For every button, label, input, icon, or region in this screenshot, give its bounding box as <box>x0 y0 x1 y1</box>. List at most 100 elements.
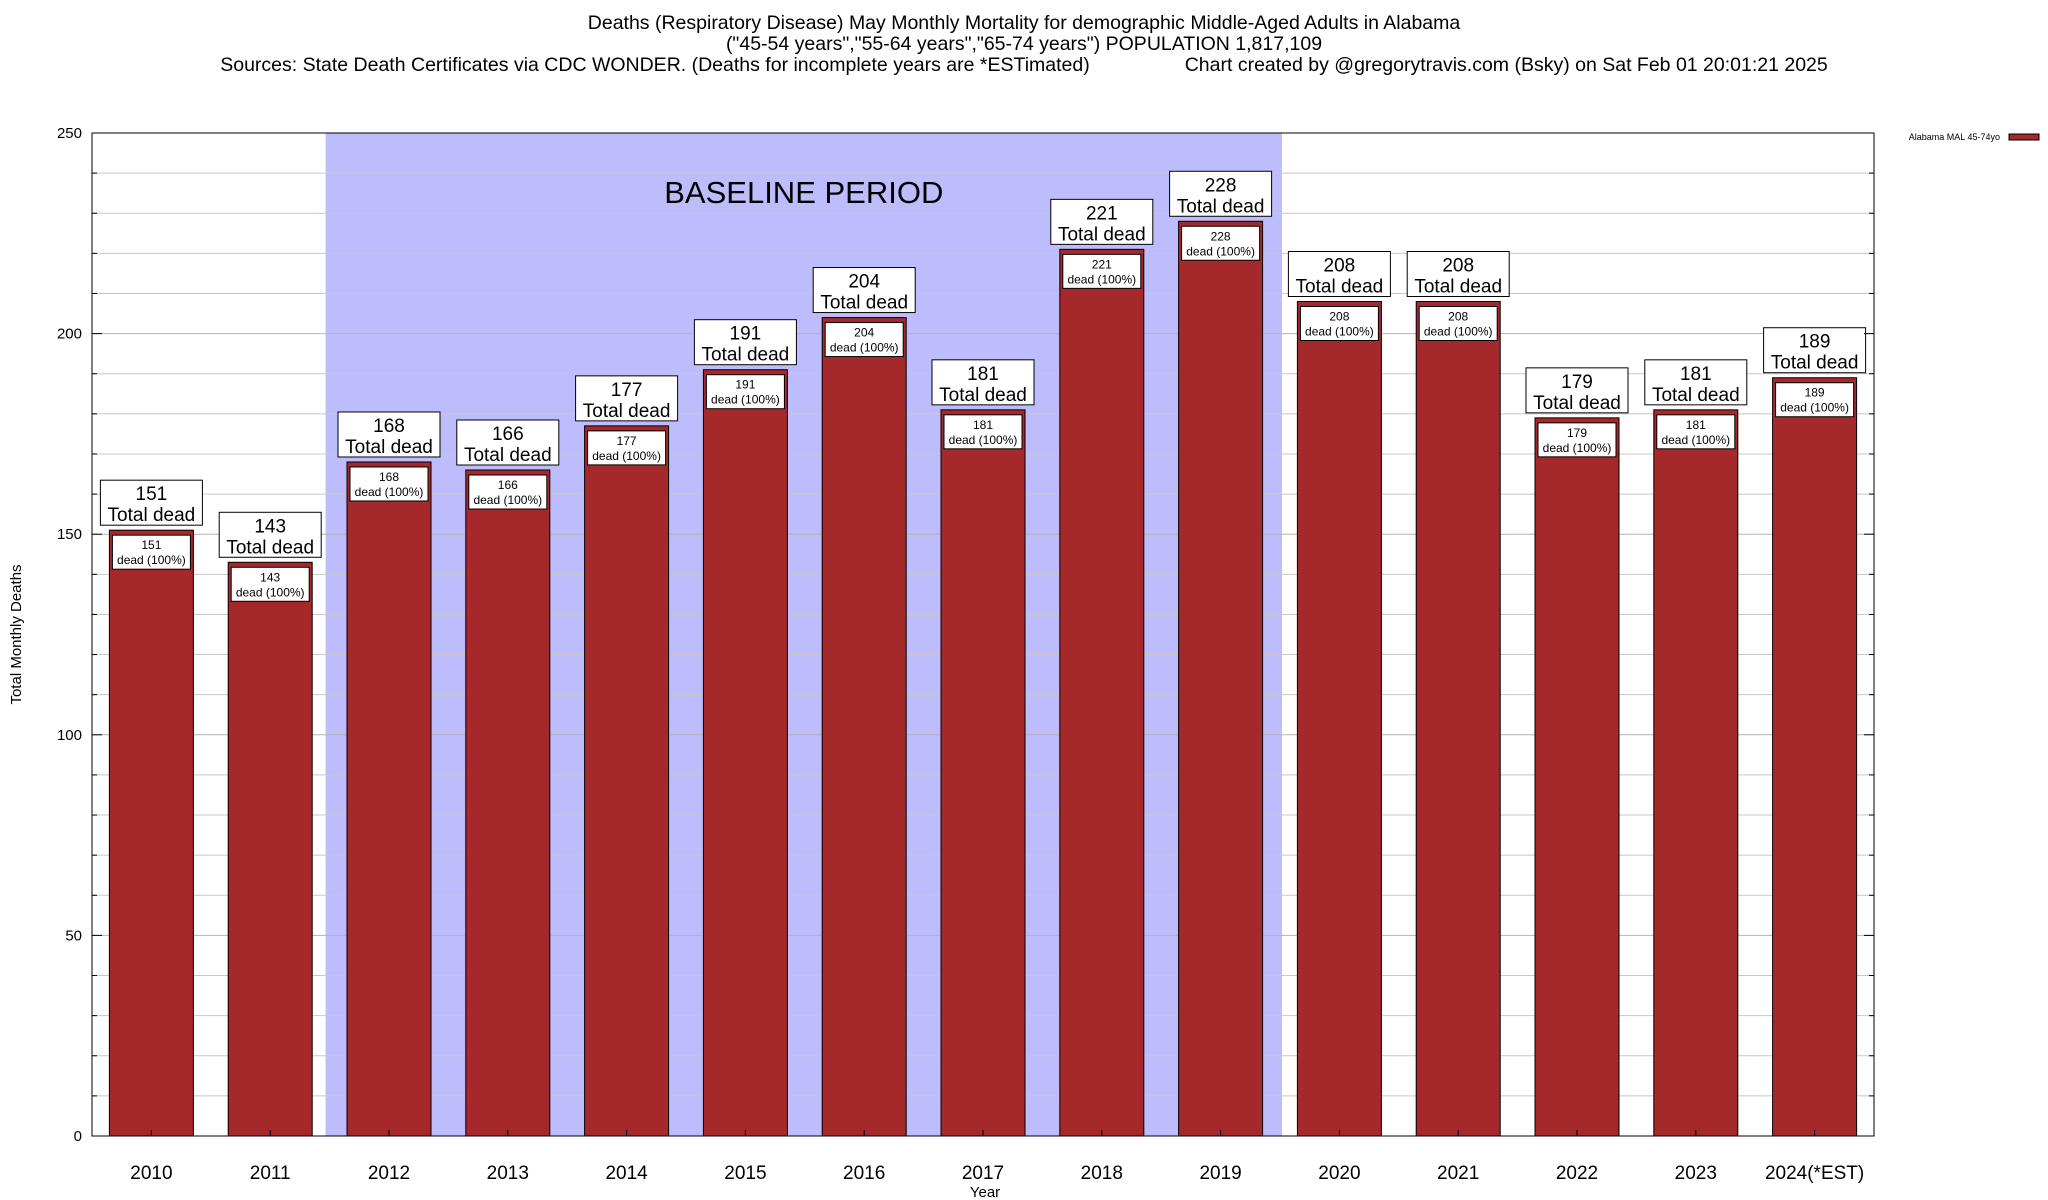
inner-percent-label: dead (100%) <box>1661 433 1730 447</box>
inner-percent-label: dead (100%) <box>1780 401 1849 415</box>
inner-label-box <box>230 566 310 602</box>
total-dead-label: Total dead <box>226 537 314 558</box>
inner-label-box <box>587 430 667 466</box>
bar-2023 <box>1653 409 1739 1137</box>
total-value-label: 228 <box>1205 175 1237 196</box>
inner-value-label: 151 <box>141 538 161 552</box>
bar-2014 <box>584 425 670 1137</box>
chart-credit: Chart created by @gregorytravis.com (Bsk… <box>1184 54 1828 76</box>
total-label-box <box>1644 359 1748 406</box>
inner-label-box <box>1181 225 1261 261</box>
chart-subtitle: ("45-54 years","55-64 years","65-74 year… <box>725 33 1323 55</box>
total-dead-label: Total dead <box>939 385 1027 406</box>
x-tick-label: 2016 <box>843 1163 885 1184</box>
inner-percent-label: dead (100%) <box>592 449 661 463</box>
x-tick-label: 2013 <box>487 1163 529 1184</box>
inner-value-label: 166 <box>498 478 518 492</box>
bar-2021 <box>1415 301 1501 1137</box>
y-axis-title: Total Monthly Deaths <box>8 564 25 704</box>
total-dead-label: Total dead <box>1058 224 1146 245</box>
total-value-label: 181 <box>967 364 999 385</box>
bar-2018 <box>1059 248 1145 1137</box>
bar-2012 <box>346 461 432 1137</box>
bar-2011 <box>227 561 313 1137</box>
bar-2019 <box>1178 220 1264 1137</box>
inner-label-box <box>824 322 904 358</box>
total-value-label: 179 <box>1561 372 1593 393</box>
x-tick-label: 2012 <box>368 1163 410 1184</box>
inner-value-label: 228 <box>1211 229 1231 243</box>
total-label-box <box>931 359 1035 406</box>
x-tick-label: 2021 <box>1437 1163 1479 1184</box>
inner-value-label: 177 <box>617 434 637 448</box>
total-dead-label: Total dead <box>1414 277 1502 298</box>
inner-label-box <box>468 474 548 510</box>
total-value-label: 177 <box>611 380 643 401</box>
inner-value-label: 143 <box>260 570 280 584</box>
total-label-box <box>1406 251 1510 298</box>
total-label-box <box>218 511 322 558</box>
total-label-box <box>693 319 797 366</box>
total-dead-label: Total dead <box>1771 353 1859 374</box>
baseline-period-label: BASELINE PERIOD <box>664 175 943 210</box>
inner-percent-label: dead (100%) <box>473 493 542 507</box>
inner-value-label: 208 <box>1448 310 1468 324</box>
inner-percent-label: dead (100%) <box>117 553 186 567</box>
inner-value-label: 168 <box>379 470 399 484</box>
legend-swatch <box>2008 133 2040 141</box>
inner-label-box <box>1299 306 1379 342</box>
inner-label-box <box>1775 382 1855 418</box>
x-tick-label: 2024(*EST) <box>1765 1163 1864 1184</box>
bar-2022 <box>1534 417 1620 1137</box>
y-tick-label: 100 <box>57 727 82 744</box>
inner-value-label: 208 <box>1329 310 1349 324</box>
x-tick-label: 2020 <box>1318 1163 1360 1184</box>
total-dead-label: Total dead <box>1533 393 1621 414</box>
bar-2024(*EST) <box>1772 377 1858 1137</box>
total-value-label: 181 <box>1680 364 1712 385</box>
total-label-box <box>812 267 916 314</box>
inner-value-label: 221 <box>1092 257 1112 271</box>
inner-label-box <box>1656 414 1736 450</box>
y-tick-label: 0 <box>74 1128 82 1145</box>
total-value-label: 204 <box>848 272 880 293</box>
inner-label-box <box>349 466 429 502</box>
y-tick-label: 150 <box>57 526 82 543</box>
total-dead-label: Total dead <box>1652 385 1740 406</box>
total-dead-label: Total dead <box>1296 277 1384 298</box>
total-dead-label: Total dead <box>108 505 196 526</box>
inner-percent-label: dead (100%) <box>1424 325 1493 339</box>
inner-value-label: 181 <box>973 418 993 432</box>
x-tick-label: 2018 <box>1081 1163 1123 1184</box>
total-dead-label: Total dead <box>345 437 433 458</box>
inner-percent-label: dead (100%) <box>1305 325 1374 339</box>
bar-2013 <box>465 469 551 1137</box>
x-tick-label: 2019 <box>1199 1163 1241 1184</box>
inner-label-box <box>943 414 1023 450</box>
bar-2010 <box>108 529 194 1137</box>
bar-2015 <box>702 369 788 1137</box>
chart-sources: Sources: State Death Certificates via CD… <box>220 54 1090 76</box>
total-label-box <box>575 375 679 422</box>
x-tick-label: 2014 <box>605 1163 648 1184</box>
x-tick-label: 2022 <box>1556 1163 1598 1184</box>
inner-percent-label: dead (100%) <box>236 585 305 599</box>
total-dead-label: Total dead <box>1177 196 1265 217</box>
inner-value-label: 191 <box>735 378 755 392</box>
chart-title: Deaths (Respiratory Disease) May Monthly… <box>587 12 1461 34</box>
total-value-label: 191 <box>730 324 762 345</box>
legend-label: Alabama MAL 45-74yo <box>1909 132 2000 142</box>
y-tick-label: 250 <box>57 125 82 142</box>
inner-percent-label: dead (100%) <box>711 393 780 407</box>
inner-percent-label: dead (100%) <box>1067 272 1136 286</box>
inner-label-box <box>1418 306 1498 342</box>
x-tick-label: 2017 <box>962 1163 1004 1184</box>
bar-2017 <box>940 409 1026 1137</box>
y-tick-label: 50 <box>65 927 82 944</box>
total-label-box <box>456 419 560 466</box>
total-value-label: 151 <box>136 484 168 505</box>
total-value-label: 208 <box>1324 256 1356 277</box>
x-tick-label: 2010 <box>130 1163 172 1184</box>
x-tick-label: 2015 <box>724 1163 766 1184</box>
